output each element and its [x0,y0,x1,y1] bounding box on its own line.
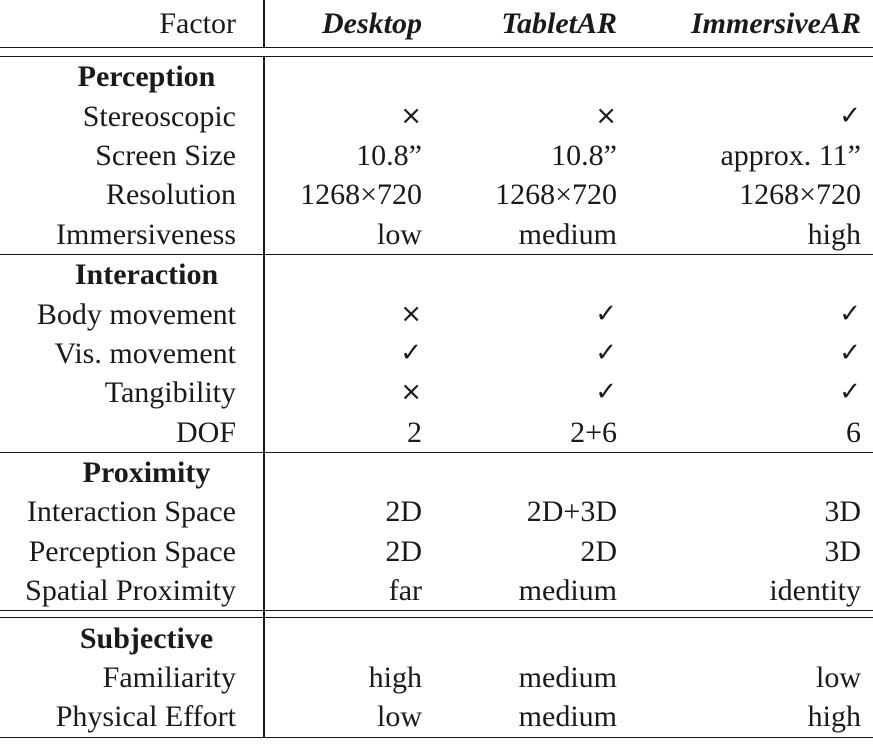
tablet-value: medium [434,697,629,738]
header-tablet-ar: TabletAR [501,7,617,40]
immersive-value: 3D [824,534,861,568]
tablet-value: 2D [580,534,617,568]
tablet-value: ✓ [595,298,617,329]
table-row: DOF 2 2+6 6 [0,412,873,453]
immersive-value: identity [769,574,861,608]
tablet-value: medium [518,661,617,695]
section-row-perception: Perception [0,56,873,97]
desktop-value: ✓ [400,337,422,368]
desktop-value: far [388,574,422,608]
factor-label: Body movement [0,294,265,334]
section-title: Interaction [0,253,265,295]
desktop-value: 2D [385,534,422,568]
header-row: Factor Desktop TabletAR ImmersiveAR [0,0,873,48]
desktop-value: × [400,298,422,329]
table-row: Immersiveness low medium high [0,214,873,255]
table-row: Body movement × ✓ ✓ [0,294,873,334]
immersive-value: 1268×720 [739,178,861,212]
section-double-rule [0,610,873,619]
section-title: Subjective [0,617,265,658]
header-double-rule [0,47,873,57]
section-row-interaction: Interaction [0,253,873,295]
immersive-value: low [816,661,861,695]
immersive-value: ✓ [839,298,861,329]
tablet-value: medium [518,574,617,608]
table-row: Stereoscopic × × ✓ [0,96,873,136]
tablet-value: 10.8” [551,138,617,172]
desktop-value: 2D [385,495,422,529]
tablet-value: 2+6 [570,415,617,449]
factor-label: Interaction Space [0,492,265,532]
tablet-value: 1268×720 [495,178,617,212]
immersive-value: approx. 11” [720,138,861,172]
desktop-value: low [377,217,422,251]
immersive-value: ✓ [839,337,861,368]
tablet-value: medium [518,217,617,251]
desktop-value: high [368,661,422,695]
header-desktop: Desktop [322,7,422,40]
table-row: Screen Size 10.8” 10.8” approx. 11” [0,135,873,176]
table-row: Physical Effort low medium high [0,697,873,738]
tablet-value: ✓ [595,337,617,368]
factor-label: Perception Space [0,531,265,572]
section-row-subjective: Subjective [0,617,873,658]
factor-label: Spatial Proximity [0,571,265,611]
tablet-value: 2D+3D [526,495,617,529]
section-row-proximity: Proximity [0,451,873,493]
factor-label: Physical Effort [0,697,265,738]
header-factor: Factor [0,0,265,48]
desktop-value: × [400,377,422,408]
immersive-value: ✓ [839,100,861,131]
desktop-value: 1268×720 [300,178,422,212]
section-title: Perception [0,56,265,97]
factor-label: Screen Size [0,135,265,176]
factor-label: DOF [0,412,265,453]
section-title: Proximity [0,451,265,493]
table-row: Spatial Proximity far medium identity [0,571,873,611]
desktop-value: low [264,697,434,738]
desktop-value: 2 [407,415,422,449]
immersive-value: 6 [846,415,861,449]
table-row: Resolution 1268×720 1268×720 1268×720 [0,175,873,215]
immersive-value: 3D [824,495,861,529]
immersive-value: high [807,217,861,251]
factor-label: Resolution [0,175,265,215]
tablet-value: × [595,100,617,131]
factor-label: Vis. movement [0,333,265,374]
desktop-value: × [400,100,422,131]
factor-label: Familiarity [0,657,265,698]
immersive-value: high [629,697,873,738]
table-row: Tangibility × ✓ ✓ [0,373,873,413]
table-row: Familiarity high medium low [0,657,873,698]
header-immersive-ar: ImmersiveAR [691,7,861,40]
immersive-value: ✓ [839,377,861,408]
desktop-value: 10.8” [356,138,422,172]
factor-label: Immersiveness [0,214,265,255]
table-row: Interaction Space 2D 2D+3D 3D [0,492,873,532]
factor-label: Tangibility [0,373,265,413]
tablet-value: ✓ [595,377,617,408]
table-row: Vis. movement ✓ ✓ ✓ [0,333,873,374]
table-row: Perception Space 2D 2D 3D [0,531,873,572]
factor-label: Stereoscopic [0,96,265,136]
